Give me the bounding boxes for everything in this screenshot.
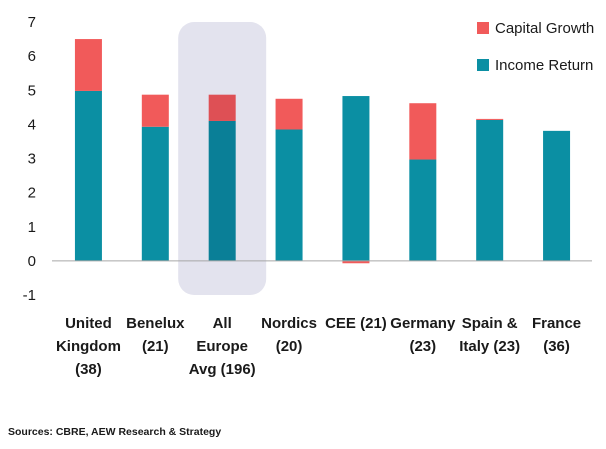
y-tick-label: -1 — [23, 287, 36, 304]
bar-capital-growth — [275, 98, 303, 130]
bar-income-return — [543, 130, 571, 261]
x-category-label: United Kingdom (38) — [56, 315, 121, 378]
bar-income-return — [476, 119, 504, 261]
legend: Capital Growth Income Return — [477, 20, 594, 74]
bar-income-return — [74, 90, 102, 261]
y-tick-label: 2 — [28, 185, 36, 202]
x-category-label: Spain & Italy (23) — [459, 315, 520, 355]
bar-income-return — [275, 129, 303, 261]
y-tick-label: 5 — [28, 82, 36, 99]
y-tick-label: 0 — [28, 253, 36, 270]
bar-income-return — [141, 126, 169, 261]
bar-income-return — [342, 96, 370, 261]
y-tick-label: 7 — [28, 14, 36, 31]
legend-label: Income Return — [495, 57, 593, 74]
bar-capital-growth — [342, 260, 370, 264]
bar-income-return — [409, 159, 437, 261]
y-axis: -1 0 1 2 3 4 5 6 7 — [23, 14, 36, 304]
x-category-label: France (36) — [532, 315, 581, 355]
x-category-label: Benelux (21) — [126, 315, 185, 355]
bar-capital-growth — [476, 118, 504, 120]
y-tick-label: 3 — [28, 151, 36, 168]
x-category-label: All Europe Avg (196) — [189, 315, 256, 378]
bar-capital-growth — [409, 103, 437, 160]
x-category-label: Nordics (20) — [261, 315, 317, 355]
source-note: Sources: CBRE, AEW Research & Strategy — [8, 426, 222, 438]
legend-swatch — [477, 22, 489, 34]
bar-capital-growth — [208, 94, 236, 121]
bar-income-return — [208, 120, 236, 261]
bar-capital-growth — [74, 39, 102, 91]
x-category-label: Germany (23) — [390, 315, 456, 355]
bars — [74, 39, 571, 264]
legend-label: Capital Growth — [495, 20, 594, 37]
y-tick-label: 4 — [28, 116, 36, 133]
legend-swatch — [477, 59, 489, 71]
y-tick-label: 6 — [28, 48, 36, 65]
x-axis-labels: United Kingdom (38)Benelux (21)All Europe Avg… — [56, 315, 581, 378]
y-tick-label: 1 — [28, 219, 36, 236]
x-category-label: CEE (21) — [325, 315, 387, 332]
bar-capital-growth — [141, 94, 169, 127]
